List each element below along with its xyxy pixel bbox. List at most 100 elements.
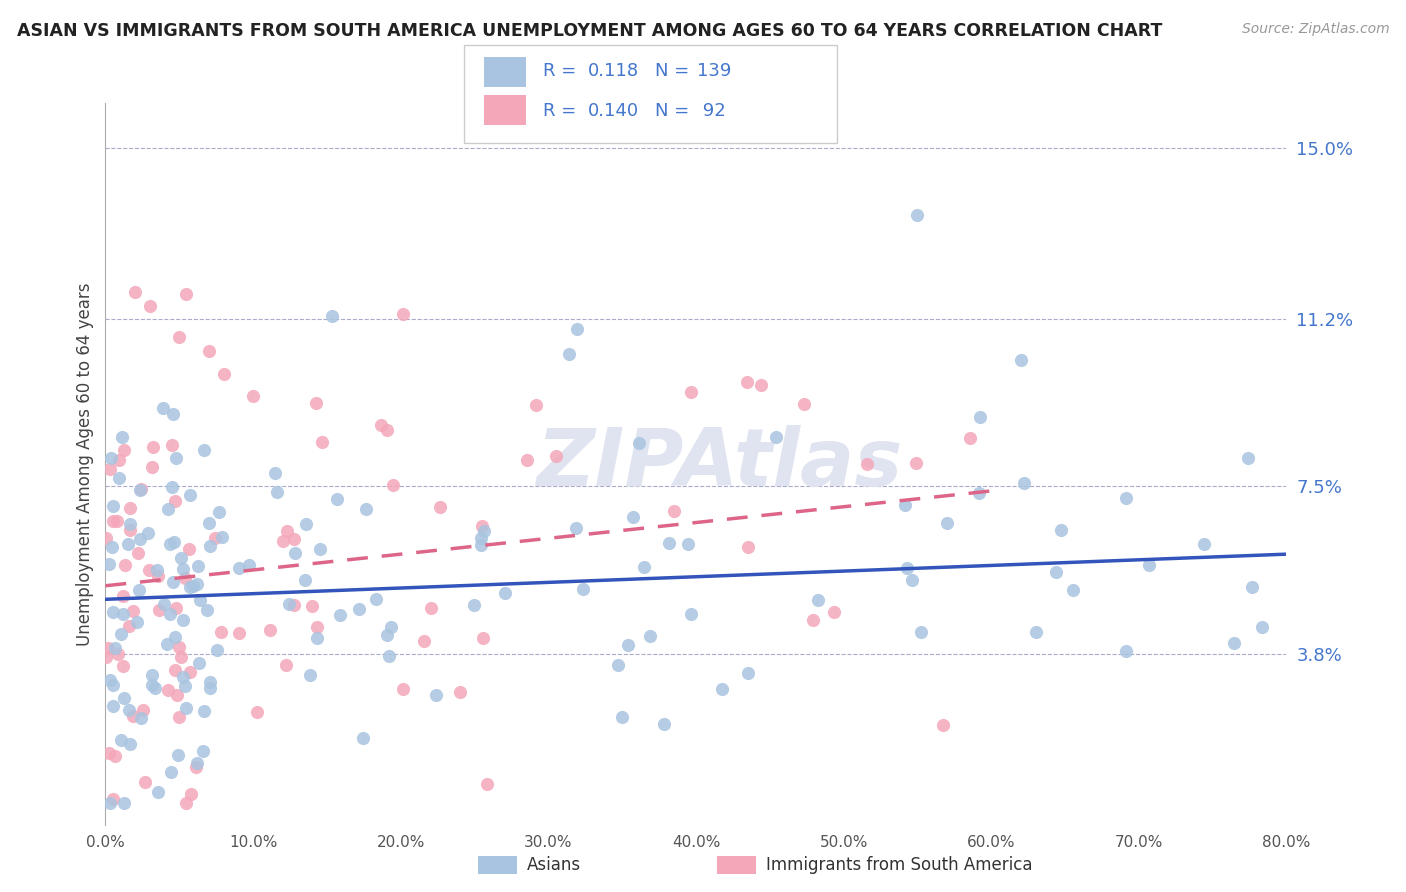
Point — [347, 602, 370, 616]
Point — [193, 442, 215, 457]
Point — [429, 500, 451, 514]
Point — [97, 641, 120, 656]
Point — [162, 575, 184, 590]
Point — [564, 521, 586, 535]
Point — [321, 310, 343, 324]
Text: R =: R = — [543, 102, 588, 120]
Point — [186, 577, 208, 591]
Point — [112, 607, 135, 621]
Point — [98, 796, 121, 810]
Text: 139: 139 — [697, 62, 731, 80]
Point — [198, 540, 221, 554]
Point — [186, 756, 208, 771]
Point — [121, 708, 143, 723]
Point — [101, 791, 124, 805]
Point — [567, 321, 589, 335]
Point — [1050, 523, 1073, 537]
Point — [141, 460, 163, 475]
Text: Asians: Asians — [527, 856, 581, 874]
Point — [110, 627, 132, 641]
Point — [283, 598, 305, 612]
Point — [176, 700, 198, 714]
Point — [238, 558, 260, 573]
Point — [101, 540, 124, 554]
Point — [128, 583, 150, 598]
Point — [382, 478, 405, 492]
Point — [143, 681, 166, 695]
Point — [470, 531, 492, 545]
Point — [263, 467, 285, 481]
Point — [172, 613, 194, 627]
Point — [104, 641, 127, 656]
Point — [352, 731, 374, 745]
Point — [283, 532, 305, 546]
Point — [180, 787, 202, 801]
Text: R =: R = — [543, 62, 588, 80]
Point — [904, 456, 927, 470]
Point — [146, 563, 169, 577]
Point — [246, 706, 269, 720]
Point — [711, 681, 734, 696]
Point — [326, 492, 349, 507]
Point — [823, 605, 845, 619]
Point — [765, 430, 787, 444]
Point — [311, 434, 333, 449]
Point — [392, 681, 415, 696]
Point — [1025, 624, 1047, 639]
Point — [205, 643, 228, 657]
Point — [172, 562, 194, 576]
Point — [1045, 566, 1067, 580]
Point — [198, 516, 221, 530]
Point — [309, 542, 332, 557]
Point — [1240, 580, 1263, 594]
Point — [107, 647, 129, 661]
Point — [640, 629, 662, 643]
Point — [356, 502, 378, 516]
Point — [425, 688, 447, 702]
Point — [676, 536, 699, 550]
Point — [211, 529, 233, 543]
Point — [110, 733, 132, 747]
Point — [654, 716, 676, 731]
Point — [169, 710, 191, 724]
Point — [494, 585, 516, 599]
Point — [112, 589, 135, 603]
Point — [305, 631, 328, 645]
Point — [163, 663, 186, 677]
Point — [124, 285, 146, 300]
Point — [108, 470, 131, 484]
Point — [228, 561, 250, 575]
Point — [662, 504, 685, 518]
Point — [1115, 491, 1137, 505]
Point — [148, 603, 170, 617]
Point — [855, 457, 877, 471]
Point — [301, 599, 323, 613]
Point — [167, 748, 190, 763]
Point — [96, 531, 118, 545]
Point — [159, 607, 181, 621]
Point — [188, 593, 211, 607]
Point — [105, 514, 128, 528]
Point — [114, 558, 136, 572]
Point — [118, 703, 141, 717]
Point — [471, 518, 494, 533]
Point — [174, 287, 197, 301]
Point — [186, 759, 208, 773]
Point — [658, 536, 681, 550]
Point — [166, 688, 188, 702]
Point — [98, 673, 121, 688]
Y-axis label: Unemployment Among Ages 60 to 64 years: Unemployment Among Ages 60 to 64 years — [76, 282, 94, 646]
Point — [516, 453, 538, 467]
Point — [896, 560, 918, 574]
Point — [157, 502, 180, 516]
Point — [174, 796, 197, 810]
Point — [197, 603, 219, 617]
Point — [163, 535, 186, 549]
Point — [131, 703, 153, 717]
Point — [228, 625, 250, 640]
Point — [118, 524, 141, 538]
Point — [295, 517, 318, 532]
Point — [152, 401, 174, 416]
Point — [197, 343, 219, 358]
Point — [679, 385, 702, 400]
